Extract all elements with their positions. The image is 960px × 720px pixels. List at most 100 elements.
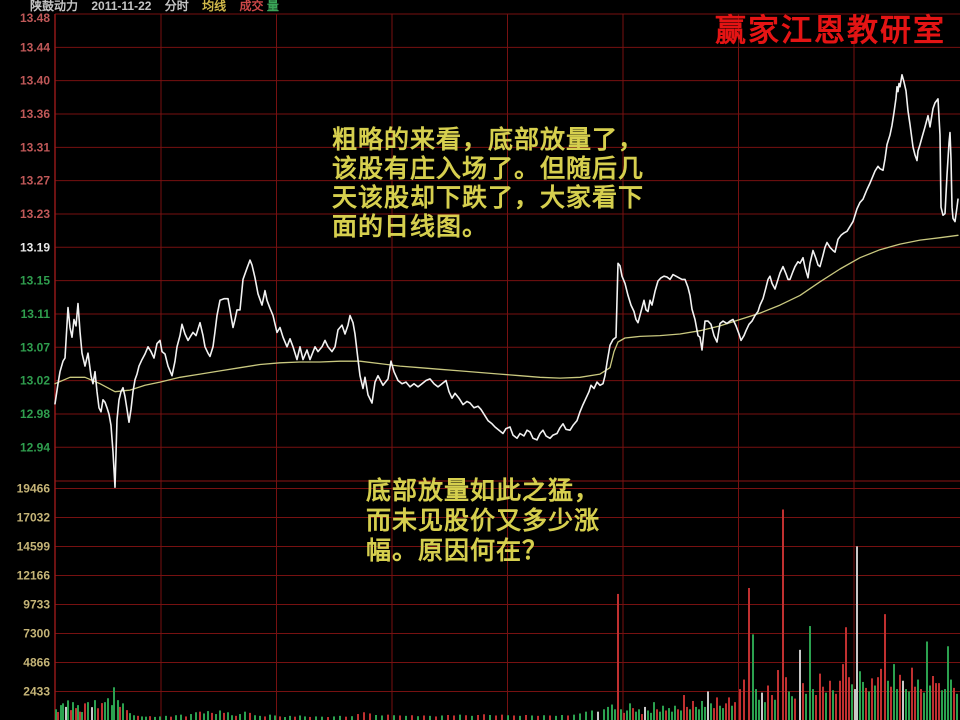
volume-bar: [327, 717, 329, 720]
volume-bar: [489, 715, 491, 720]
volume-bar: [617, 593, 619, 720]
volume-bar: [57, 712, 59, 720]
price-tick-label: 13.11: [21, 307, 51, 321]
volume-bar: [399, 715, 401, 720]
volume-bar: [764, 702, 766, 720]
volume-bar: [175, 715, 177, 720]
volume-bar: [671, 711, 673, 720]
legend-avg-line[interactable]: 均线: [202, 0, 227, 13]
volume-axis-labels: 19466 17032 14599 12166 9733 7300 4866 2433: [17, 482, 51, 699]
volume-bar: [223, 712, 225, 720]
volume-bar: [441, 715, 443, 720]
volume-bar: [309, 716, 311, 720]
price-tick-label: 13.02: [20, 374, 50, 388]
volume-bar: [944, 689, 946, 720]
volume-bar: [842, 664, 844, 720]
volume-bar: [284, 717, 286, 720]
volume-bar: [716, 697, 718, 720]
volume-bar: [653, 702, 655, 720]
volume-bar: [953, 687, 955, 720]
legend-volume[interactable]: 成交: [239, 0, 264, 13]
price-tick-label: 13.36: [20, 107, 50, 121]
volume-bar: [812, 689, 814, 720]
volume-bar: [465, 715, 467, 720]
volume-bar: [761, 692, 763, 720]
volume-bar: [731, 705, 733, 720]
volume-bar: [417, 716, 419, 720]
tab-intraday[interactable]: 分时: [164, 0, 189, 13]
volume-bar: [561, 715, 563, 720]
volume-bar: [704, 706, 706, 720]
annotation-line: 面的日线图。: [332, 214, 489, 241]
volume-bar: [722, 708, 724, 720]
volume-bar: [207, 711, 209, 720]
volume-bar: [567, 715, 569, 720]
volume-bar: [77, 705, 79, 720]
volume-bar: [381, 715, 383, 720]
volume-bar: [758, 699, 760, 720]
volume-bar: [644, 706, 646, 720]
annotation-line: 该股有庄入场了。但随后几: [332, 156, 645, 183]
volume-bar: [686, 706, 688, 720]
volume-bar: [680, 710, 682, 720]
volume-bar: [926, 641, 928, 720]
volume-bar: [447, 715, 449, 720]
volume-bar: [117, 700, 119, 720]
volume-bar: [357, 714, 359, 720]
volume-bar: [848, 677, 850, 720]
volume-bar: [423, 715, 425, 720]
watermark-studio-name: 赢家江恩教研室: [715, 13, 946, 48]
volume-bar: [845, 627, 847, 720]
volume-bar: [126, 710, 128, 720]
volume-bar: [75, 708, 77, 720]
volume-bar: [429, 715, 431, 720]
volume-bar: [719, 705, 721, 720]
volume-bar: [279, 716, 281, 720]
volume-bar: [363, 712, 365, 720]
volume-bar: [351, 716, 353, 720]
volume-bar: [537, 715, 539, 720]
volume-bar: [203, 713, 205, 720]
volume-tick-label: 2433: [23, 685, 50, 699]
volume-bar: [767, 685, 769, 720]
volume-bar: [304, 716, 306, 720]
price-tick-label: 13.07: [20, 340, 50, 354]
volume-bar: [67, 700, 69, 720]
volume-tick-label: 17032: [17, 511, 51, 525]
volume-bar: [725, 703, 727, 720]
volume-bar: [629, 703, 631, 720]
volume-bar: [941, 690, 943, 720]
volume-bar: [865, 687, 867, 720]
price-tick-label: 13.19: [20, 240, 50, 254]
price-tick-label: 13.40: [20, 74, 50, 88]
volume-bar: [874, 685, 876, 720]
annotation-line: 而未见股价又多少涨: [366, 508, 601, 535]
price-line: [54, 74, 959, 489]
volume-bar: [72, 702, 74, 720]
annotation-bottom: 底部放量如此之猛， 而未见股价又多少涨 幅。原因何在？: [366, 477, 600, 567]
volume-bar: [623, 712, 625, 720]
volume-bar: [345, 716, 347, 720]
volume-bar: [935, 683, 937, 720]
volume-bar: [274, 715, 276, 720]
volume-bar: [104, 702, 106, 720]
annotation-line: 粗略的来看，底部放量了，: [332, 127, 645, 154]
volume-bar: [880, 668, 882, 720]
volume-bar: [84, 703, 86, 720]
volume-bar: [785, 677, 787, 720]
volume-bar: [113, 687, 115, 720]
volume-bar: [190, 714, 192, 720]
volume-bar: [748, 587, 750, 720]
volume-bar: [822, 686, 824, 720]
volume-bar: [641, 714, 643, 720]
volume-bar: [905, 689, 907, 720]
volume-bar: [932, 675, 934, 720]
volume-bar: [868, 691, 870, 720]
volume-bar: [701, 700, 703, 720]
legend-volume-tail[interactable]: 量: [266, 0, 279, 13]
volume-bar: [543, 715, 545, 720]
avg-price-line: [54, 234, 959, 393]
volume-bar: [805, 693, 807, 720]
